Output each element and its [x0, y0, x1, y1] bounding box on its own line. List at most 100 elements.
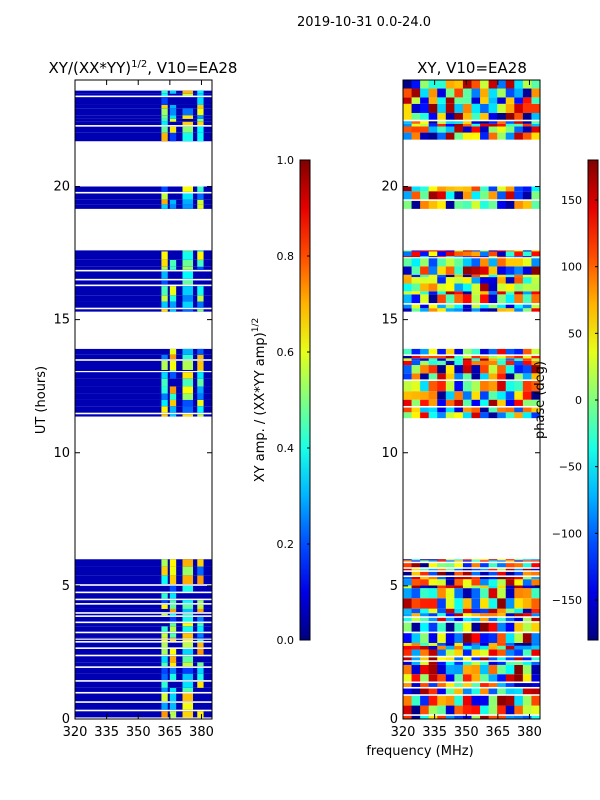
heatmap-cell	[445, 579, 455, 586]
heatmap-cell	[531, 123, 541, 127]
heatmap-cell	[169, 566, 177, 576]
heatmap-cell	[445, 283, 455, 292]
heatmap-cell	[445, 308, 455, 312]
heatmap-cell	[522, 568, 532, 571]
heatmap-cell	[531, 304, 541, 309]
heatmap-cell	[505, 588, 515, 599]
heatmap-cell	[488, 617, 498, 622]
heatmap-cell	[462, 373, 472, 380]
heatmap-cell	[454, 200, 464, 209]
heatmap-cell	[505, 577, 515, 580]
heatmap-band	[75, 673, 212, 681]
heatmap-cell	[411, 657, 421, 661]
heatmap-cell	[411, 88, 421, 98]
heatmap-cell	[497, 622, 507, 632]
heatmap-cell	[445, 360, 455, 366]
heatmap-cell	[531, 588, 541, 599]
heatmap-cell	[403, 613, 412, 617]
heatmap-cell	[445, 598, 455, 609]
heatmap-cell	[462, 622, 472, 632]
heatmap-cell	[197, 372, 204, 379]
heatmap-cell	[497, 661, 507, 665]
heatmap-cell	[480, 274, 490, 278]
heatmap-band	[75, 662, 212, 667]
heatmap-cell	[454, 695, 464, 706]
heatmap-cell	[411, 715, 421, 719]
heatmap-cell	[197, 204, 204, 209]
heatmap-cell	[462, 283, 472, 292]
heatmap-cell	[488, 412, 498, 419]
heatmap-cell	[437, 191, 447, 200]
heatmap-cell	[403, 283, 412, 292]
heatmap-cell	[428, 80, 438, 89]
heatmap-cell	[471, 674, 481, 682]
heatmap-cell	[403, 258, 412, 267]
heatmap-cell	[480, 391, 490, 400]
heatmap-cell	[403, 633, 412, 643]
heatmap-cell	[505, 291, 515, 295]
heatmap-cell	[437, 258, 447, 267]
heatmap-cell	[497, 250, 507, 257]
heatmap-cell	[403, 571, 412, 576]
heatmap-band	[75, 637, 212, 639]
heatmap-cell	[169, 639, 177, 642]
heatmap-cell	[169, 608, 177, 613]
heatmap-cell	[420, 664, 430, 675]
heatmap-cell	[531, 274, 541, 278]
heatmap-band	[75, 600, 212, 604]
heatmap-cell	[428, 563, 438, 568]
heatmap-cell	[428, 186, 438, 192]
heatmap-cell	[169, 126, 177, 133]
heatmap-cell	[182, 399, 194, 407]
heatmap-cell	[403, 579, 412, 586]
heatmap-cell	[437, 112, 447, 120]
heatmap-cell	[531, 373, 541, 380]
heatmap-cell	[182, 648, 194, 655]
heatmap-cell	[420, 365, 430, 374]
heatmap-cell	[169, 286, 177, 296]
heatmap-cell	[454, 191, 464, 200]
heatmap-cell	[471, 407, 481, 413]
heatmap-cell	[411, 277, 421, 284]
heatmap-cell	[514, 645, 524, 650]
heatmap-cell	[445, 121, 455, 124]
heatmap-cell	[428, 608, 438, 614]
heatmap-cell	[480, 381, 490, 392]
colorbar-tick-label: −50	[559, 461, 582, 474]
heatmap-band	[75, 250, 212, 260]
heatmap-cell	[531, 407, 541, 413]
heatmap-cell	[411, 250, 421, 252]
heatmap-cell	[169, 295, 177, 302]
heatmap-cell	[488, 200, 498, 209]
heatmap-cell	[462, 250, 472, 252]
heatmap-cell	[454, 112, 464, 120]
heatmap-cell	[437, 633, 447, 643]
heatmap-band	[75, 309, 212, 312]
heatmap-cell	[445, 649, 455, 656]
heatmap-cell	[420, 579, 430, 586]
heatmap-cell	[161, 126, 168, 133]
heatmap-cell	[411, 633, 421, 643]
heatmap-cell	[437, 399, 447, 406]
heatmap-cell	[480, 598, 490, 609]
heatmap-cell	[437, 568, 447, 571]
heatmap-cell	[480, 348, 490, 355]
heatmap-cell	[182, 623, 194, 627]
heatmap-cell	[169, 118, 177, 122]
heatmap-cell	[169, 673, 177, 681]
heatmap-cell	[197, 132, 204, 142]
heatmap-cell	[411, 97, 421, 104]
heatmap-band	[75, 585, 212, 592]
heatmap-cell	[403, 661, 412, 665]
heatmap-cell	[514, 559, 524, 561]
heatmap-cell	[514, 391, 524, 400]
heatmap-cell	[497, 617, 507, 622]
heatmap-cell	[480, 304, 490, 309]
heatmap-cell	[161, 309, 168, 312]
heatmap-cell	[437, 186, 447, 192]
heatmap-cell	[169, 600, 177, 604]
heatmap-cell	[420, 348, 430, 355]
heatmap-cell	[488, 358, 498, 361]
heatmap-cell	[161, 354, 168, 360]
heatmap-cell	[471, 633, 481, 643]
